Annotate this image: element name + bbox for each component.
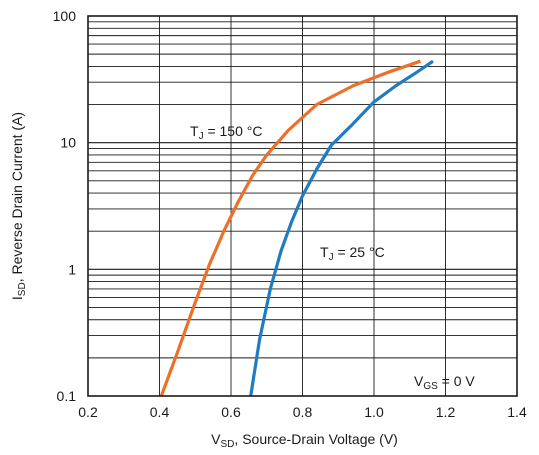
annotation-tj-150-sub: J: [199, 131, 204, 142]
annotation-tj-25-main: T: [320, 244, 329, 260]
annotation-tj-150-rest: = 150 °C: [204, 123, 263, 139]
x-tick-label: 1.4: [507, 404, 527, 420]
annotation-tj-25-rest: = 25 °C: [334, 244, 385, 260]
x-tick-label: 1.2: [436, 404, 456, 420]
y-axis-label-sub: SD: [17, 282, 28, 296]
annotation-vgs: VGS = 0 V: [414, 373, 475, 392]
y-axis-label-rest: , Reverse Drain Current (A): [9, 112, 25, 282]
annotation-vgs-rest: = 0 V: [438, 373, 476, 389]
x-tick-label: 0.8: [293, 404, 313, 420]
y-tick-labels: 0.1 1 10 100: [53, 8, 77, 404]
y-axis-label: ISD, Reverse Drain Current (A): [9, 112, 28, 300]
x-tick-label: 0.2: [78, 404, 98, 420]
annotation-vgs-main: V: [414, 373, 424, 389]
annotation-vgs-sub: GS: [423, 381, 438, 392]
annotation-tj-25-sub: J: [329, 252, 334, 263]
annotation-tj-25: TJ = 25 °C: [320, 244, 385, 263]
series-line-tj-25: [249, 59, 434, 397]
x-tick-label: 0.6: [221, 404, 241, 420]
grid: [88, 16, 517, 396]
x-tick-label: 1.0: [364, 404, 384, 420]
x-axis-label-main: V: [211, 431, 221, 447]
plot-frame: [87, 15, 518, 397]
x-tick-label: 0.4: [150, 404, 170, 420]
annotation-tj-150: TJ = 150 °C: [190, 123, 262, 142]
annotation-tj-150-main: T: [190, 123, 199, 139]
x-axis-label-rest: , Source-Drain Voltage (V): [234, 431, 397, 447]
series-line-tj-150: [159, 59, 422, 397]
x-axis-label: VSD, Source-Drain Voltage (V): [211, 431, 398, 450]
y-axis-label-main: I: [9, 296, 25, 300]
curves: [159, 59, 434, 397]
y-tick-label: 1: [68, 261, 76, 277]
x-axis-label-sub: SD: [221, 439, 235, 450]
y-tick-label: 0.1: [57, 388, 77, 404]
y-tick-label: 100: [53, 8, 77, 24]
x-tick-labels: 0.2 0.4 0.6 0.8 1.0 1.2 1.4: [78, 404, 527, 420]
y-tick-label: 10: [60, 135, 76, 151]
